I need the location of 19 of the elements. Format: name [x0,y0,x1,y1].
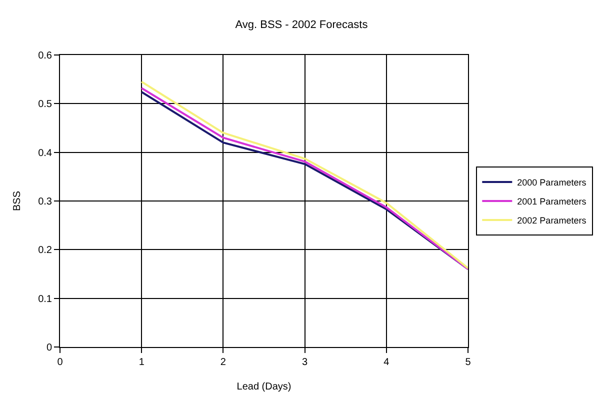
y-tick-label: 0.5 [38,99,52,110]
y-tick-label: 0.6 [38,50,52,62]
x-tick-label: 2 [220,357,226,368]
x-tick-label: 1 [138,357,145,368]
y-tick-label: 0.4 [38,148,52,159]
chart-title: Avg. BSS - 2002 Forecasts [235,18,368,31]
x-tick-label: 0 [57,357,64,368]
y-axis-title: BSS [12,190,24,212]
legend-label: 2000 Parameters [517,178,587,188]
legend-label: 2002 Parameters [517,216,587,226]
y-tick-label: 0.3 [38,196,52,208]
x-tick-label: 3 [302,357,308,368]
y-tick-label: 0.2 [38,245,52,256]
x-axis-title: Lead (Days) [236,382,292,392]
y-tick-label: 0.1 [38,294,52,305]
legend-label: 2001 Parameters [517,196,587,207]
y-tick-label: 0 [46,342,52,354]
x-tick-label: 4 [384,357,390,368]
x-tick-label: 5 [465,357,472,368]
